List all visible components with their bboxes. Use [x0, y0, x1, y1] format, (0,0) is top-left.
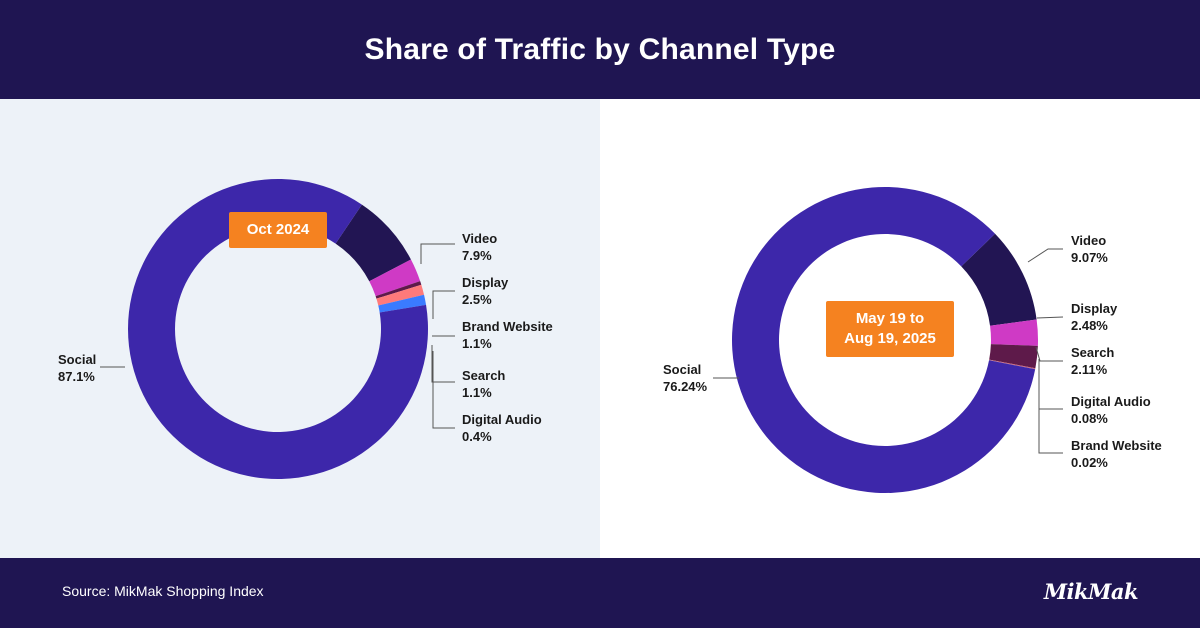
- slice-brand-website: [376, 284, 425, 306]
- slice-value-brand-website: 1.1%: [462, 336, 492, 351]
- chart-panel-may-aug-2025: Video 9.07% Display 2.48% Search 2.11% Digital…: [600, 99, 1200, 558]
- source-note: Source: MikMak Shopping Index: [62, 583, 264, 599]
- page-title: Share of Traffic by Channel Type: [364, 32, 836, 66]
- slice-label-search: Search: [1071, 345, 1114, 360]
- footer-bar: Source: MikMak Shopping Index MikMak: [0, 558, 1200, 628]
- slice-label-brand-website: Brand Website: [462, 319, 553, 334]
- slice-digital-audio: [989, 359, 1036, 370]
- donut-chart-oct-2024: Video 7.9% Display 2.5% Digital Audio 0.4% Bra…: [58, 178, 553, 479]
- slice-label-social: Social: [58, 352, 96, 367]
- slice-value-digital-audio: 0.4%: [462, 429, 492, 444]
- leader-line-video: [420, 243, 455, 264]
- slice-value-display: 2.48%: [1071, 318, 1108, 333]
- slice-label-display: Display: [462, 275, 509, 290]
- slice-video: [335, 204, 411, 282]
- mikmak-logo: MikMak: [1043, 579, 1139, 604]
- date-badge-may-aug-2025: May 19 to Aug 19, 2025: [826, 301, 954, 357]
- slice-social: [127, 178, 428, 479]
- leader-line-search: [431, 345, 455, 383]
- slice-value-display: 2.5%: [462, 292, 492, 307]
- slice-label-brand-website: Brand Website: [1071, 438, 1162, 453]
- slice-value-digital-audio: 0.08%: [1071, 411, 1108, 426]
- leader-line-search: [1035, 346, 1063, 362]
- slice-value-search: 1.1%: [462, 385, 492, 400]
- leader-line-display: [1036, 316, 1064, 319]
- slice-brand-website: [989, 360, 1036, 370]
- date-badge-oct-2024: Oct 2024: [229, 212, 327, 248]
- slice-display: [369, 259, 421, 297]
- slice-value-search: 2.11%: [1071, 362, 1108, 377]
- slice-digital-audio: [375, 281, 422, 299]
- slice-search: [378, 294, 427, 313]
- slice-value-brand-website: 0.02%: [1071, 455, 1108, 470]
- slice-label-digital-audio: Digital Audio: [1071, 394, 1151, 409]
- slice-label-digital-audio: Digital Audio: [462, 412, 542, 427]
- chart-panel-oct-2024: Video 7.9% Display 2.5% Digital Audio 0.4% Bra…: [0, 99, 600, 558]
- leader-line-video: [1027, 248, 1063, 263]
- slice-label-video: Video: [1071, 233, 1106, 248]
- slice-value-video: 9.07%: [1071, 250, 1108, 265]
- slice-label-display: Display: [1071, 301, 1118, 316]
- slice-label-video: Video: [462, 231, 497, 246]
- header-bar: Share of Traffic by Channel Type: [0, 0, 1200, 99]
- leader-line-digital-audio: [1038, 359, 1063, 410]
- slice-search: [989, 344, 1038, 369]
- leader-line-brand-website: [1038, 361, 1063, 454]
- leader-line-display: [432, 290, 455, 319]
- slice-label-search: Search: [462, 368, 505, 383]
- donut-chart-may-aug-2025: Video 9.07% Display 2.48% Search 2.11% Digital…: [663, 187, 1162, 494]
- slice-value-social: 87.1%: [58, 369, 95, 384]
- leader-line-digital-audio: [432, 351, 455, 429]
- slice-label-social: Social: [663, 362, 701, 377]
- slice-video: [961, 233, 1037, 326]
- slice-value-video: 7.9%: [462, 248, 492, 263]
- slice-social: [732, 187, 1036, 494]
- slice-display: [990, 319, 1038, 346]
- slice-value-social: 76.24%: [663, 379, 708, 394]
